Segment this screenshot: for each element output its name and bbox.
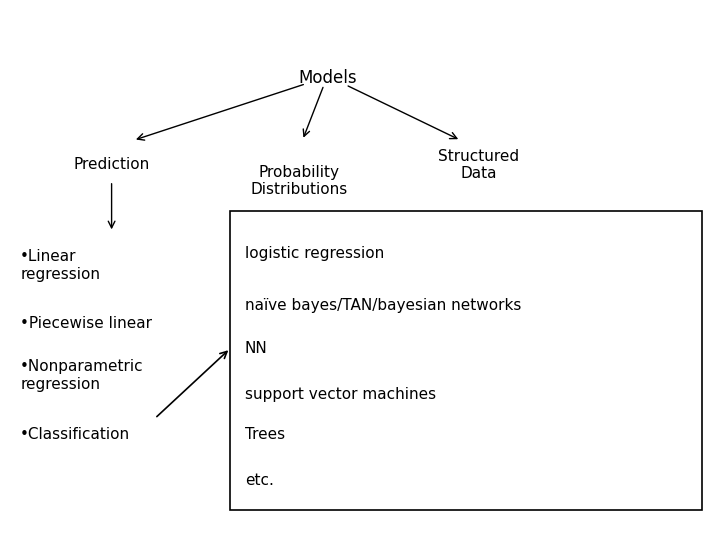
Text: •Classification: •Classification bbox=[20, 427, 130, 442]
Text: Models: Models bbox=[298, 69, 357, 87]
Text: Trees: Trees bbox=[245, 427, 285, 442]
Text: •Linear
regression: •Linear regression bbox=[20, 249, 100, 282]
Text: logistic regression: logistic regression bbox=[245, 246, 384, 261]
Text: support vector machines: support vector machines bbox=[245, 387, 436, 402]
Text: •Nonparametric
regression: •Nonparametric regression bbox=[20, 359, 144, 392]
Text: •Piecewise linear: •Piecewise linear bbox=[20, 316, 152, 332]
Text: Structured
Data: Structured Data bbox=[438, 148, 519, 181]
Text: etc.: etc. bbox=[245, 473, 274, 488]
Bar bbox=[230, 211, 702, 510]
Text: Prediction: Prediction bbox=[73, 157, 150, 172]
Text: naïve bayes/TAN/bayesian networks: naïve bayes/TAN/bayesian networks bbox=[245, 298, 521, 313]
Text: Probability
Distributions: Probability Distributions bbox=[250, 165, 348, 197]
Text: NN: NN bbox=[245, 341, 268, 356]
